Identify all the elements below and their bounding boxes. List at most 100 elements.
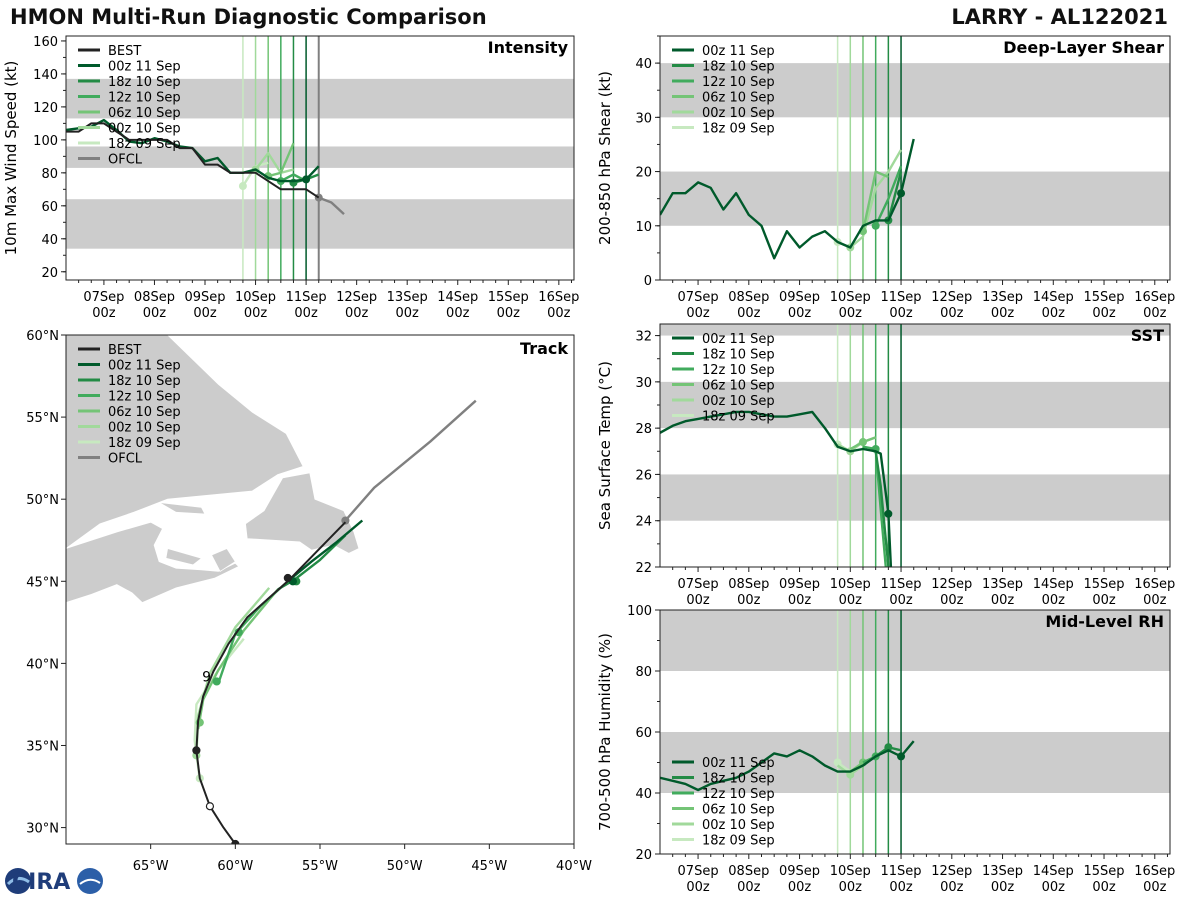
shear-ytick-label: 40 bbox=[635, 57, 652, 72]
cira-logo-globe bbox=[5, 868, 31, 894]
shear-legend-label-00z-11-sep: 00z 11 Sep bbox=[702, 44, 775, 59]
sst-xtick-sublabel: 00z bbox=[686, 593, 710, 608]
intensity-xtick-sublabel: 00z bbox=[547, 306, 571, 321]
track-legend-label-18z-10-sep: 18z 10 Sep bbox=[108, 374, 181, 389]
shear-xtick-sublabel: 00z bbox=[1143, 306, 1167, 321]
shear-legend-label-06z-10-sep: 06z 10 Sep bbox=[702, 91, 775, 106]
shear-ylabel: 200-850 hPa Shear (kt) bbox=[596, 71, 614, 245]
intensity-xtick-sublabel: 00z bbox=[396, 306, 420, 321]
rh-xtick-label: 12Sep bbox=[931, 864, 972, 879]
sst-point-00z-11-sep bbox=[884, 509, 893, 518]
sst-xtick-label: 07Sep bbox=[678, 577, 719, 592]
track-xtick-label: 65°W bbox=[133, 859, 169, 874]
cira-logo-seal bbox=[77, 868, 103, 894]
shear-xtick-label: 08Sep bbox=[728, 290, 769, 305]
sst-ytick-label: 32 bbox=[635, 330, 652, 345]
rh-xtick-label: 14Sep bbox=[1033, 864, 1074, 879]
intensity-legend-label-06z-10-sep: 06z 10 Sep bbox=[108, 106, 181, 121]
rh-legend-label-00z-11-sep: 00z 11 Sep bbox=[702, 756, 775, 771]
intensity-xtick-sublabel: 00z bbox=[497, 306, 521, 321]
sst-legend-label-06z-10-sep: 06z 10 Sep bbox=[702, 379, 775, 394]
intensity-legend-label-ofcl: OFCL bbox=[108, 153, 143, 168]
intensity-legend-label-best: BEST bbox=[108, 44, 141, 59]
intensity-legend-label-12z-10-sep: 12z 10 Sep bbox=[108, 91, 181, 106]
track-line-06z-10-sep bbox=[196, 588, 279, 730]
shear-xtick-sublabel: 00z bbox=[1092, 306, 1116, 321]
sst-xtick-label: 11Sep bbox=[881, 577, 922, 592]
sst-xtick-label: 12Sep bbox=[931, 577, 972, 592]
track-legend-label-ofcl: OFCL bbox=[108, 452, 143, 467]
intensity-xtick-label: 10Sep bbox=[235, 290, 276, 305]
rh-legend-label-06z-10-sep: 06z 10 Sep bbox=[702, 803, 775, 818]
rh-xtick-label: 07Sep bbox=[678, 864, 719, 879]
sst-xtick-label: 08Sep bbox=[728, 577, 769, 592]
shear-frame bbox=[659, 35, 1171, 281]
sst-line-00z-11-sep bbox=[660, 410, 893, 567]
intensity-xtick-label: 07Sep bbox=[83, 290, 124, 305]
track-point-best bbox=[283, 573, 292, 583]
rh-xtick-label: 09Sep bbox=[779, 864, 820, 879]
intensity-ytick-label: 120 bbox=[33, 101, 58, 116]
sst-xtick-sublabel: 00z bbox=[1143, 593, 1167, 608]
track-series-group bbox=[192, 399, 477, 844]
track-land bbox=[245, 472, 360, 554]
intensity-ytick-label: 60 bbox=[41, 200, 58, 215]
track-point-12z-10-sep bbox=[212, 677, 221, 686]
intensity-frame bbox=[65, 35, 575, 281]
sst-ytick-label: 26 bbox=[635, 468, 652, 483]
rh-ytick-label: 60 bbox=[635, 726, 652, 741]
sst-xtick-label: 10Sep bbox=[830, 577, 871, 592]
sst-xtick-sublabel: 00z bbox=[889, 593, 913, 608]
sst-band bbox=[660, 474, 1170, 521]
shear-xtick-label: 11Sep bbox=[881, 290, 922, 305]
track-ytick-label: 60°N bbox=[26, 329, 59, 344]
track-ytick-label: 35°N bbox=[26, 739, 59, 754]
sst-legend-label-12z-10-sep: 12z 10 Sep bbox=[702, 363, 775, 378]
track-point-best bbox=[231, 839, 240, 844]
shear-xtick-sublabel: 00z bbox=[737, 306, 761, 321]
sst-band bbox=[660, 324, 1170, 336]
rh-title: Mid-Level RH bbox=[1045, 612, 1164, 631]
shear-xtick-label: 12Sep bbox=[931, 290, 972, 305]
shear-xtick-sublabel: 00z bbox=[991, 306, 1015, 321]
rh-point-00z-11-sep bbox=[897, 752, 906, 761]
intensity-line-00z-10-sep bbox=[254, 151, 294, 175]
track-line-12z-10-sep bbox=[217, 582, 287, 684]
intensity-point-18z-09-sep bbox=[238, 182, 247, 191]
sst-xtick-sublabel: 00z bbox=[940, 593, 964, 608]
shear-xtick-label: 09Sep bbox=[779, 290, 820, 305]
track-legend-label-12z-10-sep: 12z 10 Sep bbox=[108, 390, 181, 405]
sst-legend-label-00z-10-sep: 00z 10 Sep bbox=[702, 394, 775, 409]
sst-ytick-label: 30 bbox=[635, 376, 652, 391]
sst-series-group bbox=[660, 410, 893, 567]
rh-band bbox=[660, 610, 1170, 671]
intensity-xtick-label: 11Sep bbox=[286, 290, 327, 305]
shear-panel: 01020304007Sep00z08Sep00z09Sep00z10Sep00… bbox=[596, 35, 1175, 321]
intensity-ytick-label: 100 bbox=[33, 134, 58, 149]
intensity-title: Intensity bbox=[488, 38, 569, 57]
track-point-best bbox=[192, 746, 201, 755]
storm-id-title: LARRY - AL122021 bbox=[951, 5, 1168, 29]
shear-legend-label-00z-10-sep: 00z 10 Sep bbox=[702, 106, 775, 121]
rh-xtick-label: 08Sep bbox=[728, 864, 769, 879]
sst-xtick-sublabel: 00z bbox=[1092, 593, 1116, 608]
rh-xtick-label: 16Sep bbox=[1134, 864, 1175, 879]
sst-ytick-label: 28 bbox=[635, 422, 652, 437]
track-title: Track bbox=[520, 339, 568, 358]
sst-band bbox=[660, 381, 1170, 429]
rh-legend-label-00z-10-sep: 00z 10 Sep bbox=[702, 818, 775, 833]
rh-series-group bbox=[660, 740, 915, 792]
intensity-ytick-label: 140 bbox=[33, 68, 58, 83]
intensity-legend-label-18z-10-sep: 18z 10 Sep bbox=[108, 75, 181, 90]
sst-xtick-sublabel: 00z bbox=[737, 593, 761, 608]
track-legend-label-00z-10-sep: 00z 10 Sep bbox=[108, 421, 181, 436]
shear-line-18z-10-sep bbox=[887, 171, 903, 221]
shear-band bbox=[660, 171, 1170, 226]
sst-panel: 22242628303207Sep00z08Sep00z09Sep00z10Se… bbox=[596, 323, 1175, 608]
shear-ytick-label: 0 bbox=[644, 274, 652, 289]
intensity-ytick-label: 160 bbox=[33, 35, 58, 50]
intensity-line-06z-10-sep bbox=[267, 142, 295, 178]
track-legend-label-06z-10-sep: 06z 10 Sep bbox=[108, 405, 181, 420]
shear-title: Deep-Layer Shear bbox=[1003, 38, 1164, 57]
